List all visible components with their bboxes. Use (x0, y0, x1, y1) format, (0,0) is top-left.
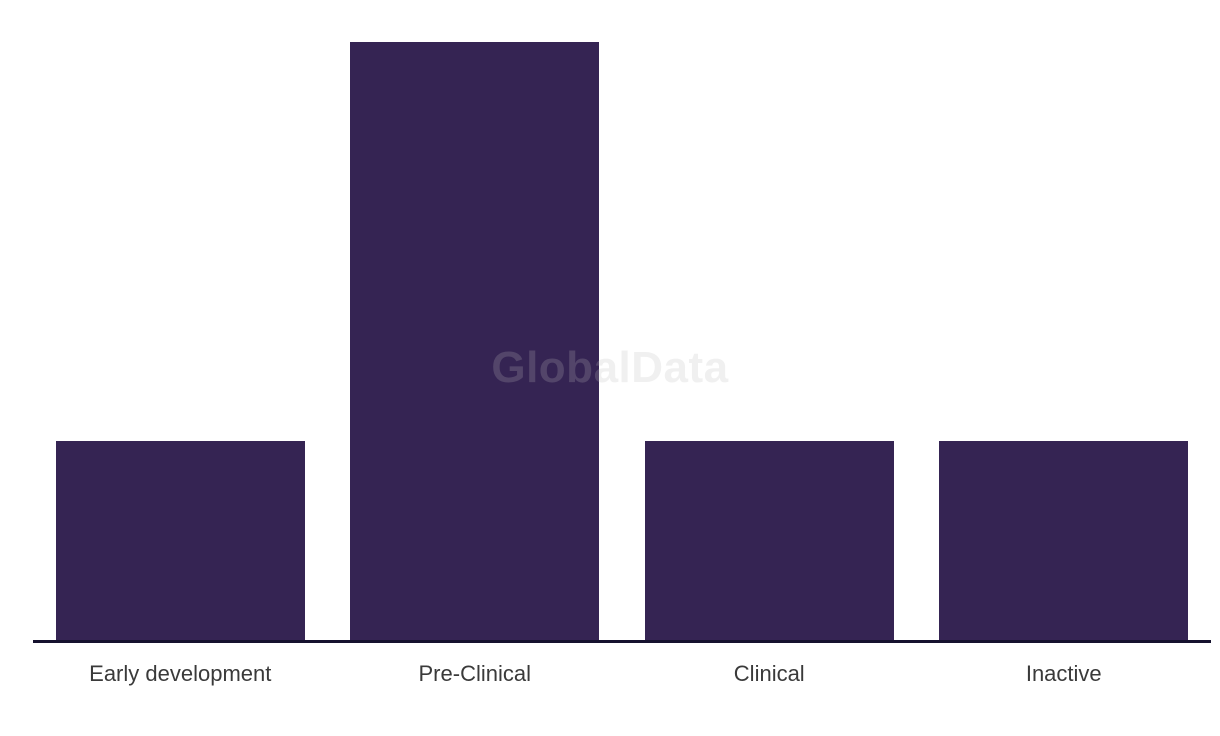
bar-clinical[interactable] (644, 441, 894, 640)
bar-inactive[interactable] (939, 441, 1189, 640)
x-axis-label-clinical: Clinical (733, 661, 805, 686)
x-axis-line (33, 640, 1211, 643)
bar-early-development[interactable] (55, 441, 305, 640)
bar-pre-clinical[interactable] (350, 42, 600, 640)
x-axis-label-pre-clinical: Pre-Clinical (418, 661, 531, 686)
x-axis-label-inactive: Inactive (1025, 661, 1102, 686)
x-axis-label-early-development: Early development (89, 661, 272, 686)
